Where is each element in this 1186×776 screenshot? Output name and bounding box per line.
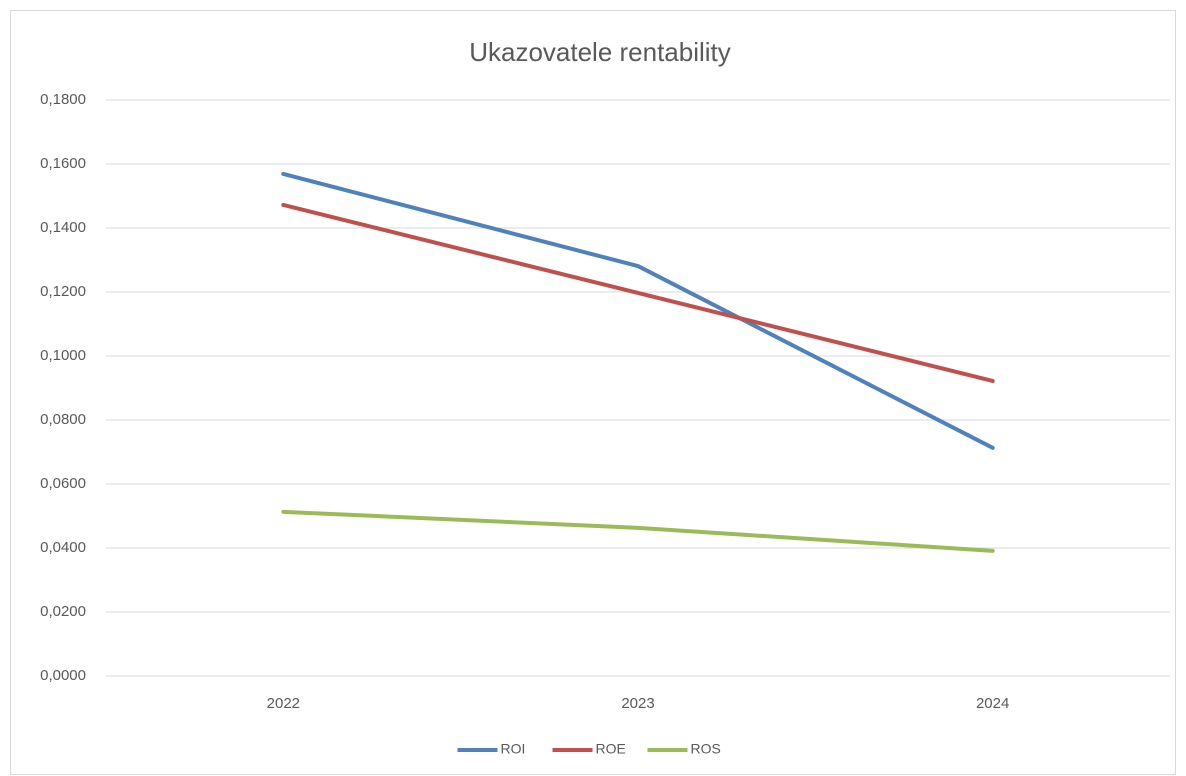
y-tick-label: 0,1800 bbox=[40, 91, 86, 108]
series-line bbox=[281, 202, 995, 383]
x-tick-label: 2024 bbox=[976, 695, 1009, 712]
y-tick-label: 0,1000 bbox=[40, 347, 86, 364]
series-line bbox=[281, 509, 995, 553]
y-tick-label: 0,0000 bbox=[40, 667, 86, 684]
y-tick-label: 0,1200 bbox=[40, 283, 86, 300]
chart-title: Ukazovatele rentability bbox=[469, 37, 731, 67]
y-tick-label: 0,0400 bbox=[40, 539, 86, 556]
series-line bbox=[281, 171, 995, 450]
x-tick-label: 2023 bbox=[621, 695, 654, 712]
legend-label: ROE bbox=[596, 741, 626, 757]
y-tick-label: 0,1600 bbox=[40, 155, 86, 172]
y-tick-label: 0,0200 bbox=[40, 603, 86, 620]
y-tick-label: 0,1400 bbox=[40, 219, 86, 236]
y-tick-label: 0,0800 bbox=[40, 411, 86, 428]
x-tick-label: 2022 bbox=[267, 695, 300, 712]
chart-border bbox=[10, 10, 1176, 775]
y-tick-label: 0,0600 bbox=[40, 475, 86, 492]
legend-label: ROS bbox=[691, 741, 721, 757]
legend-label: ROI bbox=[501, 741, 526, 757]
